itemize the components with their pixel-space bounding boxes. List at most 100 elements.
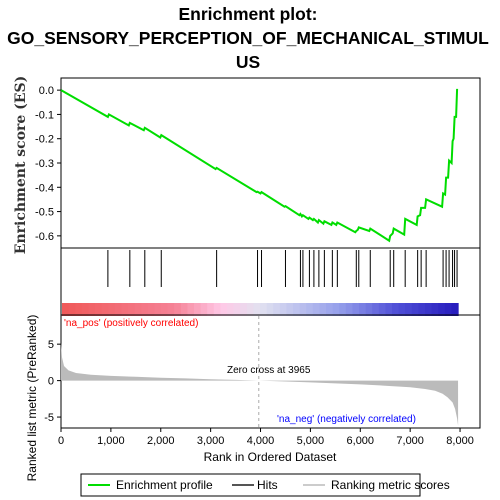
chart-title-line1: Enrichment plot: xyxy=(178,4,317,24)
metric-y-axis: 5 0 -5 xyxy=(44,339,61,424)
zero-cross-label: Zero cross at 3965 xyxy=(227,365,311,376)
ranking-bar-segment xyxy=(187,303,195,316)
ranking-bar-segment xyxy=(286,303,294,316)
ranking-bar-segment xyxy=(81,303,90,316)
ranking-bar-segment xyxy=(411,303,420,316)
ranking-bar-segment xyxy=(378,303,387,316)
x-tick-label: 3,000 xyxy=(197,435,225,447)
ranking-bar-segment xyxy=(273,303,281,316)
ranking-bar-segment xyxy=(220,303,228,316)
ranking-bar-segment xyxy=(200,303,208,316)
neg-correlated-label: 'na_neg' (negatively correlated) xyxy=(277,414,416,425)
ranking-bar-segment xyxy=(167,303,175,316)
es-y-tick-label: -0.1 xyxy=(35,109,54,121)
x-tick-label: 6,000 xyxy=(347,435,375,447)
ranking-bar-segment xyxy=(260,303,268,316)
legend-ranking-label: Ranking metric scores xyxy=(331,478,450,492)
ranking-bar-segment xyxy=(240,303,248,316)
ranking-bar-segment xyxy=(372,303,380,316)
x-axis-label: Rank in Ordered Dataset xyxy=(204,450,337,464)
x-tick-label: 8,000 xyxy=(446,435,474,447)
ranking-bar-segment xyxy=(141,303,149,316)
x-tick-label: 7,000 xyxy=(396,435,424,447)
ranking-bar-segment xyxy=(253,303,261,316)
x-axis: 0 1,000 2,000 3,000 4,000 5,000 6,000 7,000 8,00… xyxy=(58,428,474,447)
ranking-bar-segment xyxy=(180,303,189,316)
es-y-tick-label: -0.5 xyxy=(35,207,54,219)
ranking-bar-segment xyxy=(299,303,307,316)
ranking-bar-segment xyxy=(418,303,426,316)
ranking-bar-segment xyxy=(438,303,446,316)
hits-marks xyxy=(107,250,458,287)
es-y-axis: 0.0 -0.1 -0.2 -0.3 -0.4 -0.5 -0.6 xyxy=(35,85,61,243)
ranking-bar-segment xyxy=(121,303,129,316)
ranking-bar-segment xyxy=(345,303,354,316)
es-y-tick-label: -0.3 xyxy=(35,158,54,170)
ranking-bar-segment xyxy=(398,303,406,316)
metric-y-tick-label: 0 xyxy=(48,376,54,388)
enrichment-profile-line xyxy=(60,88,459,243)
ranking-bar-segment xyxy=(365,303,373,316)
x-tick-label: 2,000 xyxy=(147,435,175,447)
ranking-bar-segment xyxy=(312,303,321,316)
chart-title-line2: GO_SENSORY_PERCEPTION_OF_MECHANICAL_STIM… xyxy=(7,28,489,48)
x-tick-label: 5,000 xyxy=(297,435,325,447)
ranking-bar-segment xyxy=(451,303,459,316)
ranking-bar-segment xyxy=(392,303,400,316)
ranking-bar-segment xyxy=(128,303,136,316)
ranking-bar-segment xyxy=(306,303,314,316)
ranking-bar-segment xyxy=(108,303,116,316)
ranking-bar-segment xyxy=(332,303,340,316)
ranking-bar-segment xyxy=(213,303,222,316)
metric-y-tick-label: -5 xyxy=(44,412,54,424)
ranking-bar-segment xyxy=(114,303,123,316)
ranking-bar-segment xyxy=(431,303,439,316)
ranking-bar-segment xyxy=(207,303,215,316)
ranking-bar-segment xyxy=(227,303,235,316)
ranking-bar-segment xyxy=(174,303,182,316)
ranking-bar-segment xyxy=(385,303,393,316)
ranking-bar-segment xyxy=(319,303,327,316)
ranking-bar-segment xyxy=(326,303,334,316)
ranking-bar-segment xyxy=(134,303,142,316)
metric-y-axis-label: Ranked list metric (PreRanked) xyxy=(25,315,39,482)
ranking-bar-segment xyxy=(444,303,453,316)
es-y-tick-label: -0.6 xyxy=(35,231,54,243)
ranking-bar-segment xyxy=(88,303,96,316)
ranking-bar-segment xyxy=(62,303,70,316)
x-tick-label: 0 xyxy=(58,435,64,447)
ranking-bar-segment xyxy=(359,303,367,316)
es-y-tick-label: -0.4 xyxy=(35,182,54,194)
legend-enrichment-label: Enrichment profile xyxy=(116,478,213,492)
ranking-bar-segment xyxy=(246,303,255,316)
ranking-metric-area xyxy=(61,342,459,426)
es-y-axis-label: Enrichment score (ES) xyxy=(13,76,29,254)
legend-hits-label: Hits xyxy=(257,478,278,492)
ranking-bar-segment xyxy=(352,303,360,316)
ranking-bar-segment xyxy=(279,303,288,316)
es-y-tick-label: -0.2 xyxy=(35,134,54,146)
ranking-bar-segment xyxy=(339,303,347,316)
ranking-bar-segment xyxy=(154,303,162,316)
metric-y-tick-label: 5 xyxy=(48,339,54,351)
pos-correlated-label: 'na_pos' (positively correlated) xyxy=(64,318,198,329)
ranking-bar-segment xyxy=(101,303,109,316)
ranking-bar-segment xyxy=(161,303,169,316)
ranking-color-bar xyxy=(62,303,459,316)
legend: Enrichment profile Hits Ranking metric s… xyxy=(80,473,450,497)
ranking-bar-segment xyxy=(68,303,76,316)
x-tick-label: 4,000 xyxy=(247,435,275,447)
ranking-bar-segment xyxy=(147,303,156,316)
ranking-bar-segment xyxy=(293,303,301,316)
x-tick-label: 1,000 xyxy=(97,435,125,447)
ranking-bar-segment xyxy=(194,303,202,316)
es-y-tick-label: 0.0 xyxy=(39,85,54,97)
ranking-bar-segment xyxy=(266,303,274,316)
ranking-bar-segment xyxy=(75,303,83,316)
ranking-bar-segment xyxy=(95,303,103,316)
ranking-bar-segment xyxy=(425,303,433,316)
ranking-bar-segment xyxy=(405,303,413,316)
ranking-bar-segment xyxy=(233,303,241,316)
chart-title-line3: US xyxy=(236,52,260,72)
